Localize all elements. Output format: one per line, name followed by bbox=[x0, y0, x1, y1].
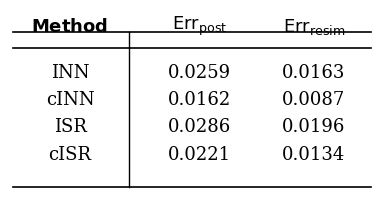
Text: 0.0134: 0.0134 bbox=[282, 146, 346, 164]
Text: $\mathbf{Method}$: $\mathbf{Method}$ bbox=[31, 18, 109, 36]
Text: 0.0087: 0.0087 bbox=[282, 91, 346, 109]
Text: ISR: ISR bbox=[54, 118, 86, 136]
Text: cISR: cISR bbox=[48, 146, 91, 164]
Text: 0.0286: 0.0286 bbox=[168, 118, 231, 136]
Text: 0.0221: 0.0221 bbox=[168, 146, 231, 164]
Text: $\mathrm{Err}_{\mathrm{resim}}$: $\mathrm{Err}_{\mathrm{resim}}$ bbox=[283, 17, 345, 37]
Text: INN: INN bbox=[51, 64, 89, 82]
Text: 0.0259: 0.0259 bbox=[168, 64, 231, 82]
Text: 0.0196: 0.0196 bbox=[282, 118, 346, 136]
Text: $\mathrm{Err}_{\mathrm{post}}$: $\mathrm{Err}_{\mathrm{post}}$ bbox=[172, 15, 227, 38]
Text: 0.0162: 0.0162 bbox=[168, 91, 231, 109]
Text: cINN: cINN bbox=[46, 91, 94, 109]
Text: 0.0163: 0.0163 bbox=[282, 64, 346, 82]
